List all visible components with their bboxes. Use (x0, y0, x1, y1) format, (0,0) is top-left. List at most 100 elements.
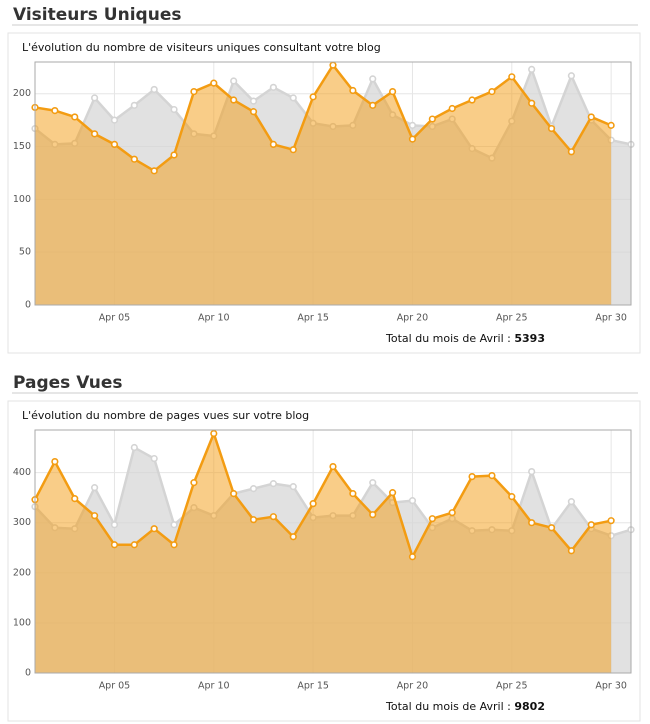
point (51, 457, 59, 466)
y-tick-label: 200 (13, 88, 31, 99)
point (607, 121, 615, 129)
y-tick-label: 50 (19, 247, 31, 258)
point (150, 167, 158, 175)
point (249, 485, 258, 493)
point (408, 553, 417, 561)
point (269, 513, 278, 521)
point (110, 521, 119, 529)
point (309, 500, 317, 508)
point (230, 77, 238, 85)
total-value: 9802 (514, 700, 545, 713)
point (130, 155, 138, 163)
point (428, 115, 436, 123)
point (90, 484, 99, 492)
point (547, 524, 556, 532)
x-tick-label: Apr 05 (99, 681, 131, 692)
point (369, 75, 377, 83)
y-tick-label: 150 (13, 141, 31, 152)
point (567, 498, 576, 506)
x-tick-label: Apr 15 (297, 681, 329, 692)
point (269, 83, 278, 91)
point (90, 512, 99, 520)
x-tick-label: Apr 25 (496, 681, 528, 692)
y-tick-label: 200 (13, 567, 31, 578)
total-value: 5393 (514, 332, 545, 345)
point (110, 116, 119, 124)
plot-border (34, 429, 632, 674)
point (71, 113, 79, 121)
point (468, 472, 476, 481)
y-tick-label: 400 (13, 467, 31, 478)
point (369, 101, 377, 109)
point (528, 519, 536, 527)
point (51, 106, 59, 115)
total-label: Total du mois de Avril : (385, 700, 511, 713)
point (408, 121, 417, 129)
point (269, 140, 278, 149)
x-tick-label: Apr 20 (397, 313, 429, 324)
point (289, 533, 297, 541)
point (289, 94, 297, 102)
point (110, 541, 119, 549)
point (309, 93, 317, 101)
point (170, 105, 178, 114)
point (428, 515, 436, 523)
point (90, 94, 99, 102)
y-tick-label: 0 (25, 668, 31, 679)
point (210, 79, 218, 87)
x-tick-label: Apr 25 (496, 313, 528, 324)
point (349, 86, 357, 95)
section-title: Pages Vues (13, 373, 123, 393)
series-area (35, 65, 612, 306)
point (110, 140, 119, 149)
total-line: Total du mois de Avril : 9802 (385, 700, 545, 713)
point (249, 516, 258, 524)
point (150, 525, 158, 533)
point (528, 467, 536, 476)
x-tick-label: Apr 30 (595, 681, 627, 692)
point (190, 479, 198, 487)
x-tick-label: Apr 20 (397, 681, 429, 692)
y-tick-label: 100 (13, 194, 31, 205)
point (448, 104, 456, 113)
point (349, 490, 357, 498)
point (230, 490, 238, 498)
point (150, 454, 158, 463)
point (508, 493, 516, 501)
point (90, 130, 99, 138)
chart-subtitle: L'évolution du nombre de pages vues sur … (22, 409, 309, 422)
point (607, 517, 615, 525)
y-tick-label: 300 (13, 517, 31, 528)
point (587, 113, 595, 121)
point (408, 135, 417, 143)
point (249, 108, 258, 116)
x-tick-label: Apr 05 (99, 313, 131, 324)
point (289, 483, 297, 491)
point (190, 87, 198, 96)
point (528, 65, 536, 73)
point (488, 471, 496, 480)
point (488, 87, 496, 96)
point (230, 96, 238, 104)
point (170, 521, 178, 529)
series-line (34, 63, 612, 173)
total-label: Total du mois de Avril : (385, 332, 511, 345)
point (508, 73, 516, 81)
point (587, 521, 595, 529)
y-tick-label: 100 (13, 617, 31, 628)
chart-subtitle: L'évolution du nombre de visiteurs uniqu… (22, 41, 381, 54)
series-area (35, 433, 612, 673)
point (547, 124, 556, 133)
total-line: Total du mois de Avril : 5393 (385, 332, 545, 345)
point (289, 146, 297, 154)
point (389, 87, 397, 96)
point (448, 509, 456, 517)
plot-border (34, 61, 632, 306)
point (389, 489, 397, 497)
x-tick-label: Apr 15 (297, 313, 329, 324)
point (369, 479, 377, 487)
point (170, 541, 178, 549)
x-tick-label: Apr 30 (595, 313, 627, 324)
point (170, 151, 178, 159)
